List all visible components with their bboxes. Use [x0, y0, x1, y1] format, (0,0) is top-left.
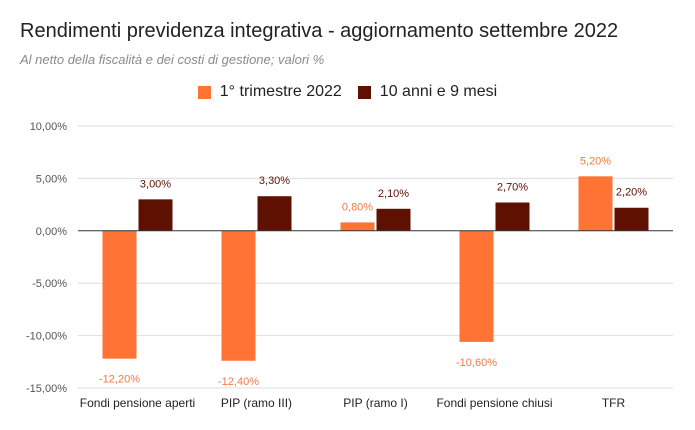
- bar-series-2: [138, 199, 173, 231]
- bar-series-2: [614, 207, 649, 231]
- x-category-label: PIP (ramo III): [221, 396, 292, 410]
- data-label-series-2: 2,70%: [497, 182, 528, 194]
- data-label-series-1: -10,60%: [456, 357, 497, 369]
- y-tick-label: -10,00%: [26, 331, 67, 343]
- bar-series-1: [340, 222, 375, 231]
- x-category-label: TFR: [602, 396, 626, 410]
- bar-series-2: [376, 208, 411, 231]
- chart-title: Rendimenti previdenza integrativa - aggi…: [20, 20, 619, 42]
- bar-series-1: [578, 176, 613, 231]
- bar-series-1: [221, 230, 256, 361]
- bar-series-1: [102, 230, 137, 359]
- x-category-label: Fondi pensione aperti: [80, 396, 195, 410]
- y-tick-label: -15,00%: [26, 383, 67, 395]
- y-tick-label: -5,00%: [32, 278, 67, 290]
- data-label-series-2: 3,30%: [259, 175, 290, 187]
- data-label-series-2: 2,20%: [616, 187, 647, 199]
- legend-swatch-series-1: [197, 85, 211, 99]
- legend-label-series-1: 1° trimestre 2022: [219, 83, 342, 100]
- data-label-series-1: -12,20%: [99, 374, 140, 386]
- legend-label-series-2: 10 anni e 9 mesi: [379, 83, 498, 100]
- data-label-series-2: 3,00%: [140, 178, 171, 190]
- x-category-label: Fondi pensione chiusi: [436, 396, 552, 410]
- data-label-series-1: -12,40%: [218, 376, 259, 388]
- chart-legend: 1° trimestre 2022 10 anni e 9 mesi: [0, 83, 695, 101]
- data-label-series-1: 5,20%: [580, 155, 611, 167]
- bar-series-1: [459, 230, 494, 342]
- data-label-series-2: 2,10%: [378, 188, 409, 200]
- y-tick-label: 5,00%: [36, 173, 67, 185]
- data-label-series-1: 0,80%: [342, 201, 373, 213]
- y-tick-label: 0,00%: [36, 226, 67, 238]
- legend-item-series-2: 10 anni e 9 mesi: [357, 83, 498, 101]
- legend-item-series-1: 1° trimestre 2022: [197, 83, 342, 101]
- y-tick-label: 10,00%: [30, 121, 68, 133]
- chart-subtitle: Al netto della fiscalità e dei costi di …: [20, 52, 325, 67]
- bar-series-2: [495, 202, 530, 231]
- legend-swatch-series-2: [357, 85, 371, 99]
- bar-series-2: [257, 196, 292, 231]
- x-category-label: PIP (ramo I): [343, 396, 407, 410]
